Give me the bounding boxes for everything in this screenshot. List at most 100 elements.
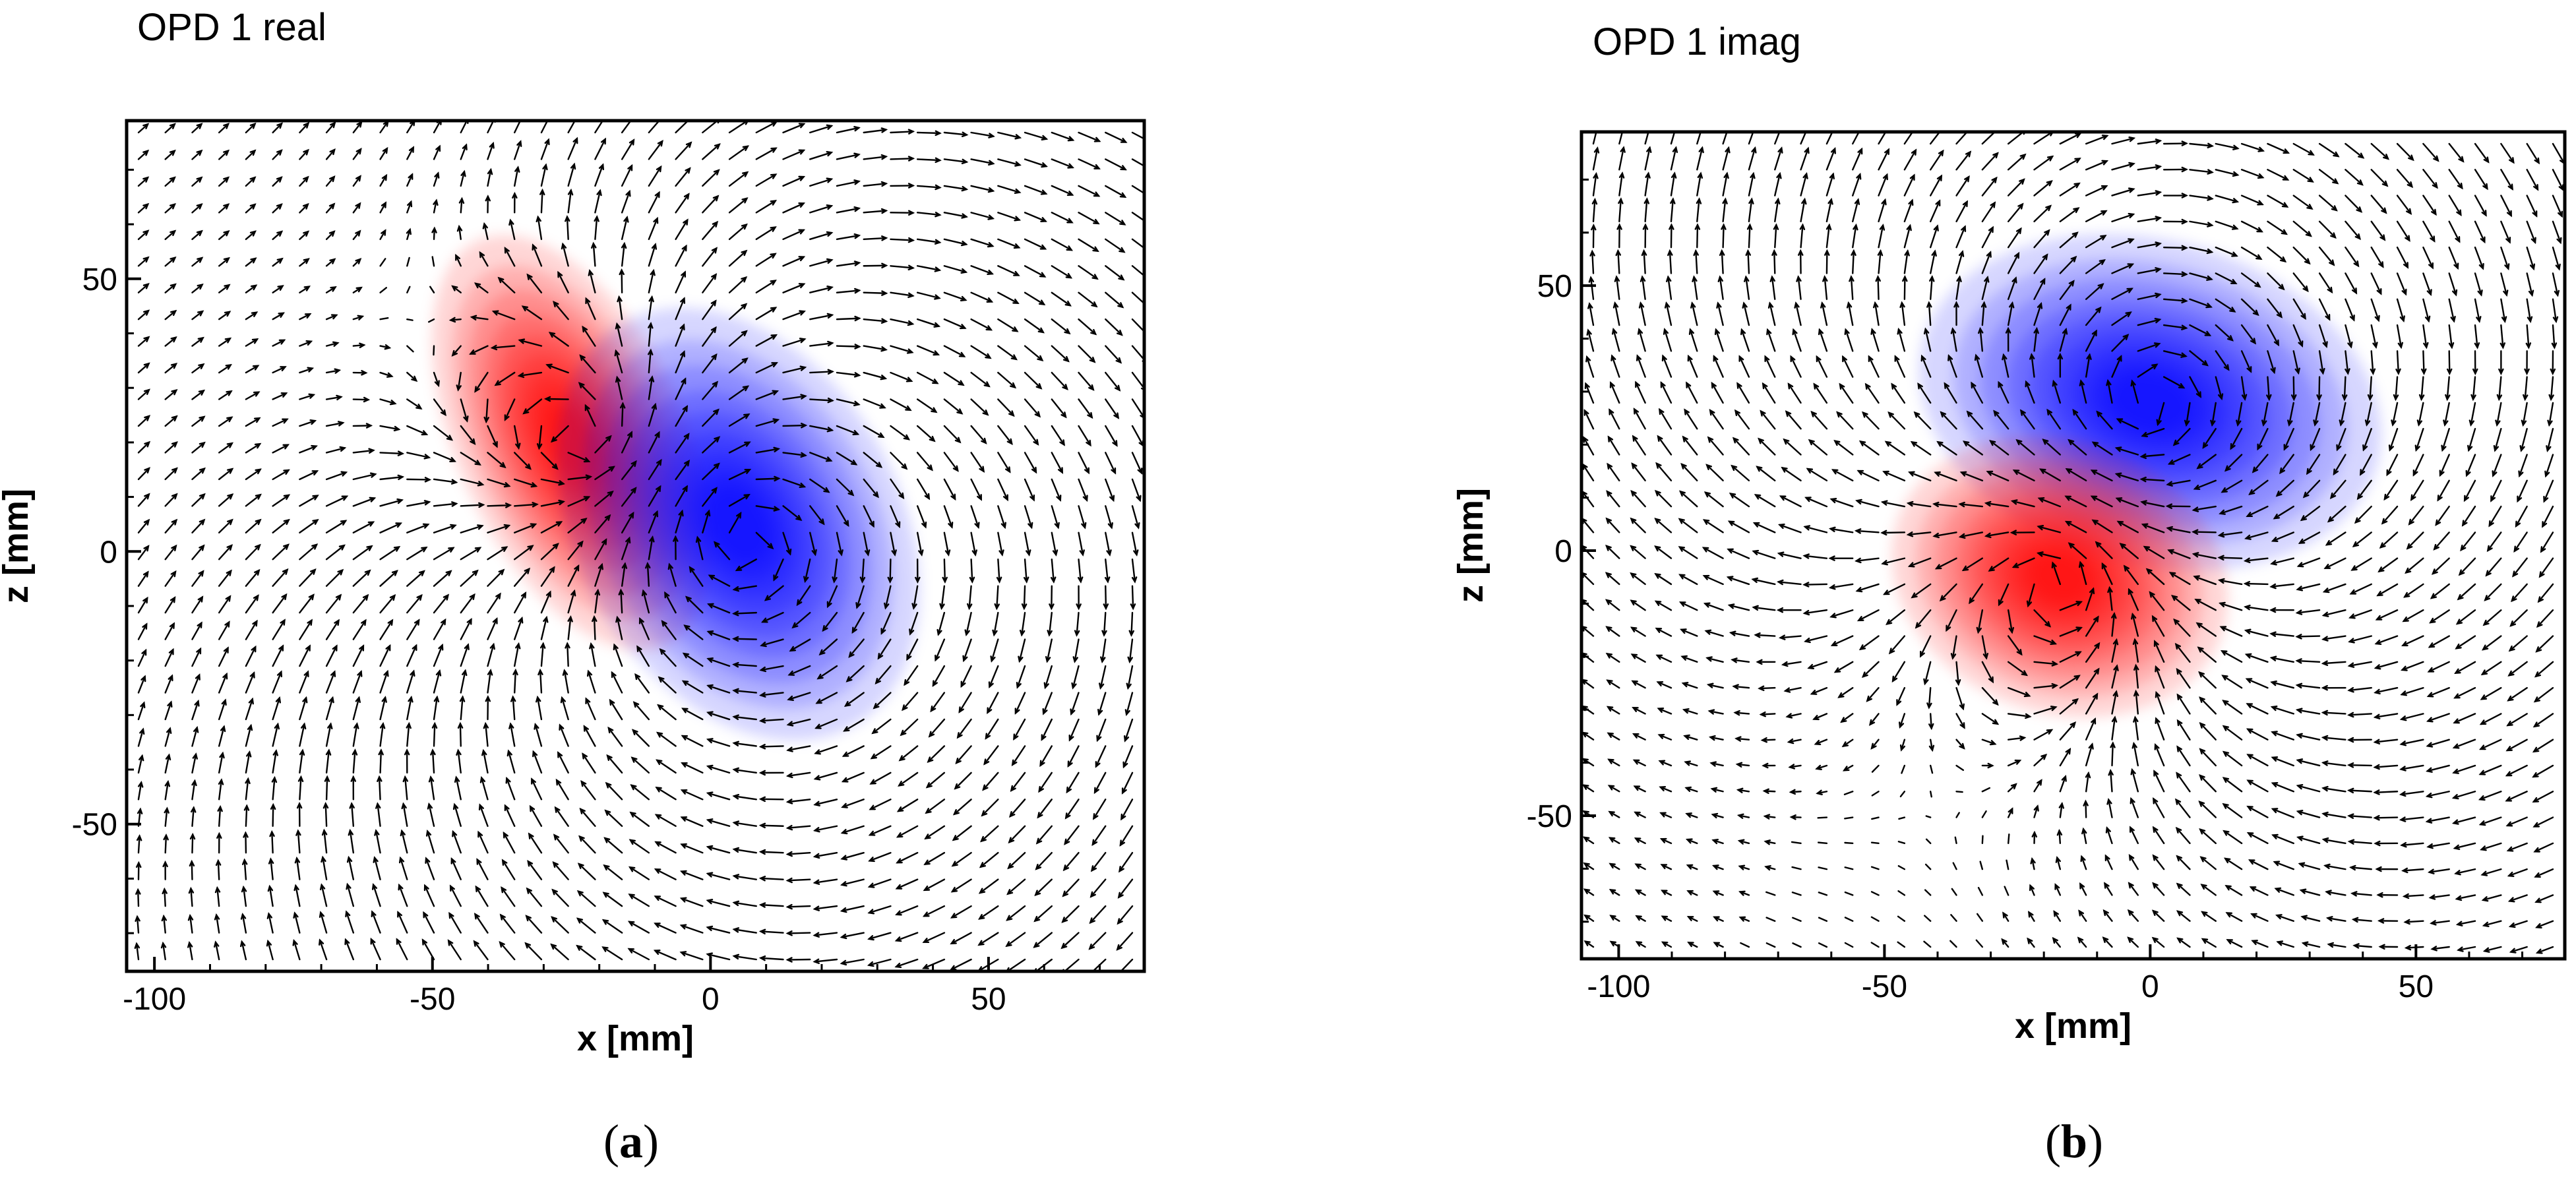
vector-arrow	[245, 365, 259, 374]
vector-arrow	[379, 570, 398, 587]
vector-arrow	[452, 831, 462, 854]
vector-arrow	[1881, 531, 1906, 534]
vector-arrow	[1897, 915, 1906, 922]
vector-arrow	[2240, 298, 2259, 316]
vector-arrow	[540, 501, 565, 507]
vector-arrow	[2248, 832, 2269, 845]
vector-arrow	[2085, 668, 2100, 689]
vector-arrow	[2507, 713, 2528, 727]
vector-arrow	[2300, 505, 2321, 521]
vector-arrow	[1095, 745, 1107, 768]
vector-arrow	[137, 150, 149, 160]
vector-arrow	[2300, 889, 2321, 896]
vector-arrow	[1897, 864, 1906, 870]
vector-arrow	[2318, 272, 2333, 293]
vector-arrow	[868, 958, 892, 966]
vector-arrow	[1678, 518, 1698, 533]
vector-arrow	[1871, 791, 1880, 797]
vector-arrow	[925, 799, 946, 814]
vector-arrow	[963, 638, 972, 661]
vector-arrow	[272, 469, 290, 481]
vector-arrow	[681, 816, 704, 827]
vector-arrow	[1928, 686, 1932, 709]
vector-arrow	[1878, 199, 1886, 223]
vector-arrow	[325, 594, 342, 614]
vector-arrow	[1818, 942, 1828, 948]
vector-arrow	[1655, 600, 1672, 611]
vector-arrow	[1007, 851, 1026, 869]
vector-arrow	[352, 671, 362, 694]
vector-arrow	[406, 501, 430, 507]
vector-arrow	[245, 123, 256, 134]
vector-arrow	[325, 203, 335, 214]
vector-arrow	[1014, 692, 1026, 714]
vector-arrow	[782, 395, 807, 400]
vector-arrow	[836, 289, 861, 293]
vector-arrow	[2059, 675, 2080, 689]
vector-arrow	[2031, 353, 2035, 378]
vector-arrow	[2007, 635, 2023, 655]
vector-arrow	[2509, 609, 2528, 627]
vector-arrow	[396, 938, 408, 961]
vector-arrow	[2500, 272, 2508, 296]
vector-arrow	[137, 336, 150, 347]
vector-arrow	[846, 665, 865, 682]
vector-arrow	[2059, 626, 2082, 637]
vector-arrow	[2500, 142, 2515, 164]
vector-arrow	[567, 189, 572, 214]
vector-arrow	[1131, 131, 1144, 140]
vector-arrow	[2271, 782, 2294, 793]
vector-arrow	[648, 243, 656, 267]
vector-arrow	[1076, 611, 1080, 636]
y-tick-label: 0	[1554, 534, 1572, 569]
vector-field	[134, 121, 1144, 971]
vector-arrow	[2314, 402, 2321, 426]
vector-arrow	[675, 297, 685, 320]
vector-arrow	[2152, 937, 2165, 948]
vector-arrow	[474, 913, 489, 934]
vector-arrow	[2111, 639, 2118, 663]
vector-arrow	[787, 905, 811, 908]
vector-arrow	[2272, 834, 2294, 845]
vector-arrow	[603, 864, 623, 880]
vector-arrow	[2330, 479, 2346, 499]
vector-arrow	[1609, 409, 1620, 430]
vector-arrow	[379, 499, 403, 507]
vector-arrow	[621, 431, 632, 454]
vector-arrow	[514, 643, 520, 667]
vector-arrow	[164, 597, 176, 614]
vector-arrow	[2292, 142, 2314, 156]
vector-arrow	[299, 286, 310, 293]
vector-arrow	[379, 371, 393, 377]
vector-arrow	[433, 199, 437, 214]
vector-arrow	[2267, 220, 2287, 235]
vector-arrow	[1923, 940, 1932, 948]
vector-arrow	[2345, 195, 2362, 213]
vector-arrow	[1696, 147, 1703, 171]
vector-arrow	[1655, 518, 1672, 533]
vector-arrow	[2542, 505, 2554, 528]
vector-arrow	[1009, 799, 1026, 818]
vector-arrow	[809, 205, 832, 214]
vector-arrow	[1128, 638, 1134, 663]
vector-arrow	[817, 665, 838, 680]
vector-arrow	[2240, 324, 2256, 344]
vector-arrow	[1657, 435, 1672, 456]
vector-arrow	[245, 698, 253, 721]
vector-arrow	[272, 593, 288, 614]
vector-arrow	[2215, 376, 2223, 400]
vector-arrow	[1643, 250, 1646, 274]
vector-arrow	[1981, 132, 1996, 145]
vector-arrow	[842, 825, 865, 834]
vector-arrow	[2391, 402, 2399, 426]
vector-arrow	[433, 502, 458, 507]
vector-arrow	[943, 318, 966, 329]
vector-arrow	[1131, 265, 1144, 277]
vector-arrow	[875, 665, 892, 684]
vector-arrow	[2223, 777, 2243, 793]
vector-arrow	[1006, 932, 1026, 947]
vector-arrow	[1662, 355, 1672, 378]
vector-arrow	[567, 518, 587, 533]
vector-arrow	[1955, 132, 1969, 145]
vector-arrow	[2500, 169, 2513, 190]
